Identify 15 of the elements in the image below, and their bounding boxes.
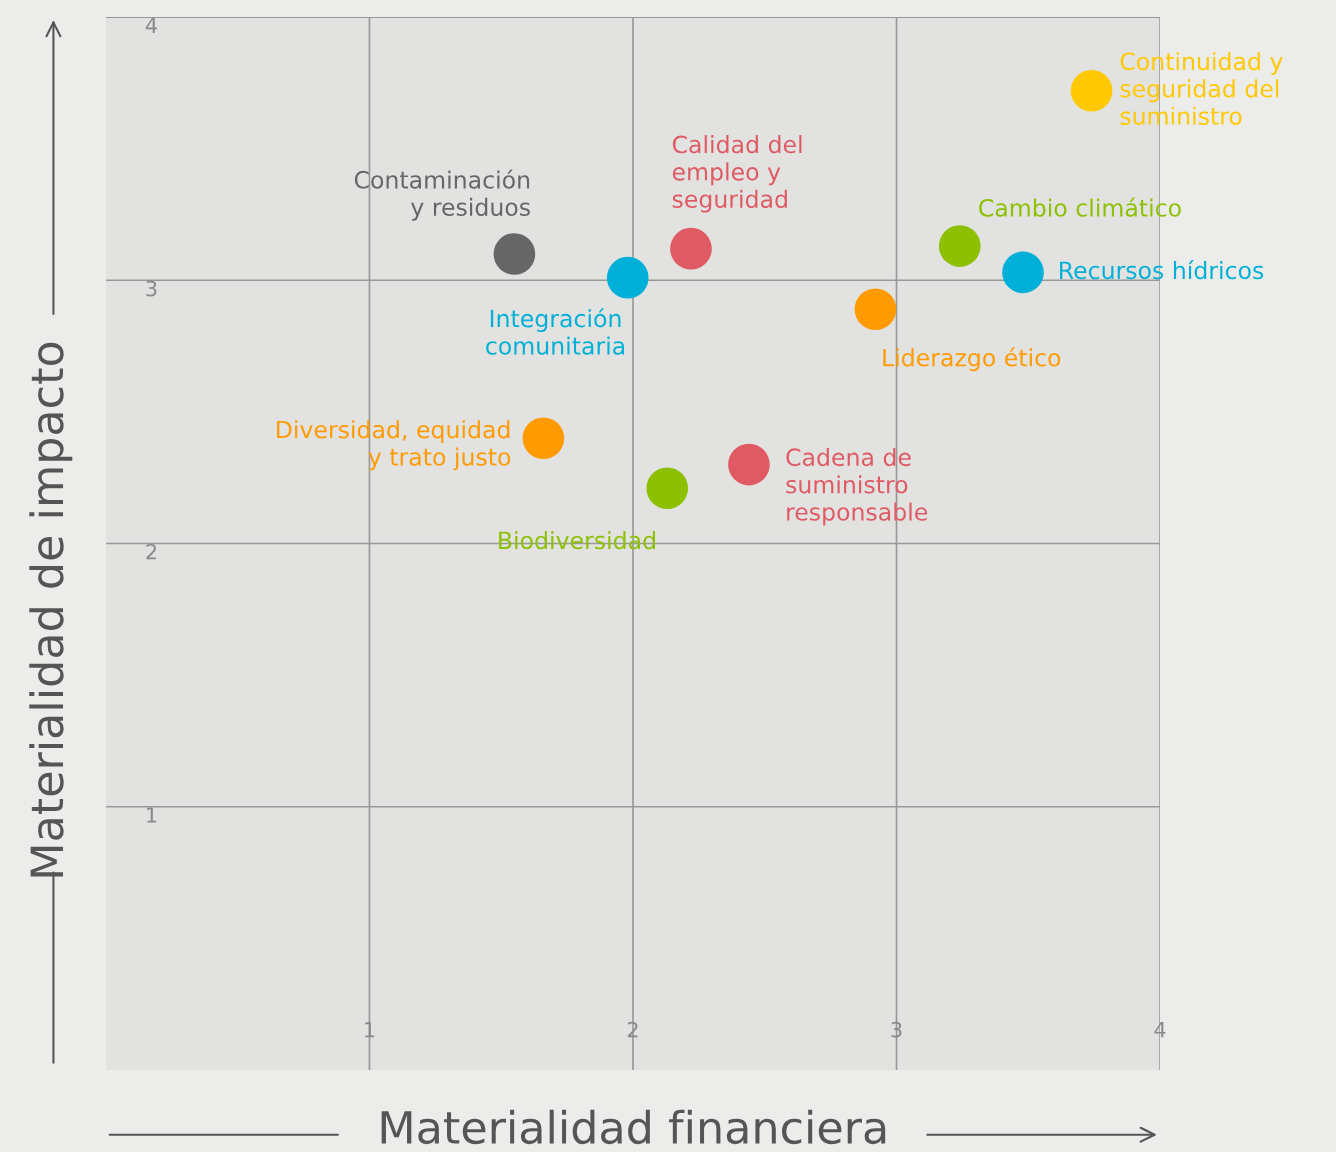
y-tick-label: 2 bbox=[146, 543, 156, 560]
y-tick-label: 1 bbox=[147, 807, 157, 823]
series-label: Diversidad, equidad y trato justo bbox=[277, 420, 511, 471]
y-tick-label: 4 bbox=[145, 17, 157, 33]
series-label: Cadena de suministro responsable bbox=[786, 447, 928, 526]
series-label: Integración comunitaria bbox=[486, 308, 625, 355]
series-label: Recursos hídricos bbox=[1060, 260, 1264, 280]
y-axis-title: Materialidad de impacto bbox=[29, 342, 73, 877]
series-label: Continuidad y seguridad del suministro bbox=[1120, 51, 1283, 125]
x-axis-title: Materialidad financiera bbox=[381, 1109, 886, 1145]
y-tick-label: 3 bbox=[146, 280, 157, 297]
series-label: Liderazgo ético bbox=[883, 347, 1061, 372]
series-label: Calidad del empleo y seguridad bbox=[672, 135, 802, 213]
series-label: Biodiversidad bbox=[499, 530, 655, 550]
series-label: Cambio climático bbox=[979, 197, 1181, 217]
